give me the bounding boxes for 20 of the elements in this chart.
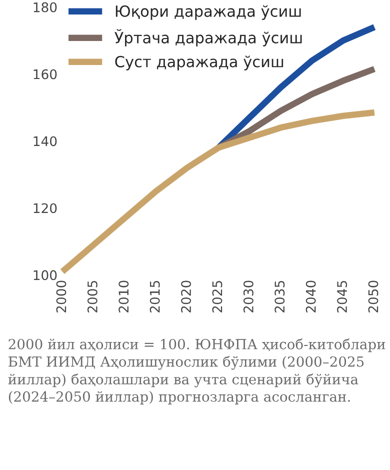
legend-label: Юқори даражада ўсиш [116,5,301,20]
x-tick-label: 2045 [337,280,348,312]
y-tick-label: 120 [34,203,57,214]
y-tick-label: 140 [34,136,57,146]
legend-label: Ўртача даражада ўсиш [114,29,302,46]
y-tick-label: 100 [34,270,57,280]
x-tick-label: 2035 [274,280,285,312]
x-tick-label: 2015 [150,280,160,312]
x-tick-label: 2000 [56,280,66,312]
x-tick-label: 2050 [368,280,378,312]
x-tick-label: 2040 [306,280,316,312]
x-tick-label: 2010 [118,280,129,312]
x-tick-label: 2005 [87,280,98,312]
legend-label: Суст даражада ўсиш [115,56,284,70]
x-tick-label: 2030 [243,280,254,312]
y-tick-label: 160 [34,69,57,80]
text: 2000 йил аҳолиси = 100. ЮНФПА ҳисоб-китоблари БМТ ИИМД Аҳолишунослик бўлими (2000–2025 йиллар) баҳолашлари ва учта сценарий бўйича (2024–2050 йиллар) прогнозларга асосланган. [8,338,386,404]
y-tick-label: 180 [34,2,57,12]
x-tick-label: 2025 [212,280,222,312]
x-tick-label: 2020 [181,280,192,312]
